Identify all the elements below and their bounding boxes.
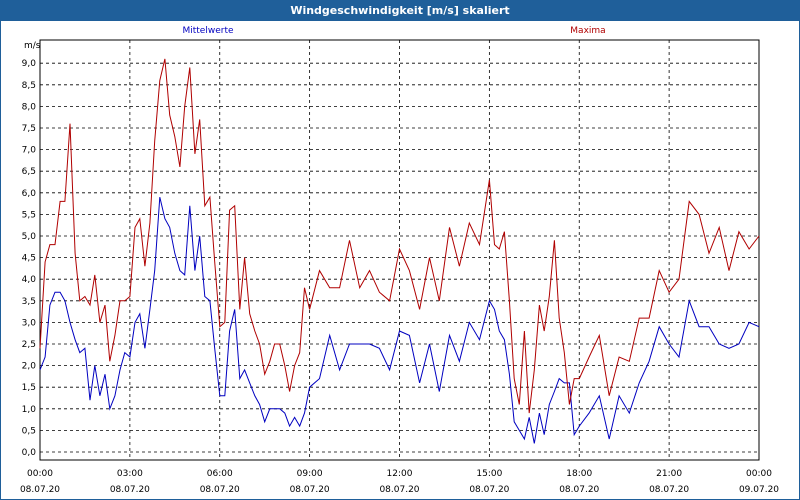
y-axis: 0,0 0,5 1,0 1,5 2,0 2,5 3,0 3,5 4,0 4,5 5,0 5,5 6,0 6… (22, 59, 37, 458)
x-tick-time: 15:00 (476, 469, 502, 479)
y-tick-label: 8,0 (22, 102, 37, 112)
y-axis-label: m/s (24, 41, 41, 51)
y-tick-label: 5,5 (22, 210, 36, 220)
y-tick-label: 1,0 (22, 405, 37, 415)
y-tick-label: 0,0 (22, 448, 37, 458)
x-tick-date: 08.07.20 (290, 485, 330, 495)
x-tick-time: 00:00 (27, 469, 53, 479)
chart-title: Windgeschwindigkeit [m/s] skaliert (1, 1, 799, 21)
y-tick-label: 5,0 (22, 232, 37, 242)
x-tick-date: 08.07.20 (110, 485, 150, 495)
x-tick-date: 08.07.20 (379, 485, 419, 495)
y-tick-label: 6,0 (22, 189, 37, 199)
y-tick-label: 6,5 (22, 167, 36, 177)
x-tick-time: 00:00 (746, 469, 772, 479)
y-tick-label: 9,0 (22, 59, 37, 69)
y-tick-label: 0,5 (22, 426, 36, 436)
series-lines (39, 58, 760, 444)
x-tick-date: 08.07.20 (649, 485, 689, 495)
y-tick-label: 3,5 (22, 297, 36, 307)
y-tick-label: 2,5 (22, 340, 36, 350)
x-tick-date: 08.07.20 (559, 485, 599, 495)
legend-mittelwerte: Mittelwerte (182, 26, 233, 36)
y-tick-label: 3,0 (22, 318, 37, 328)
x-tick-time: 21:00 (656, 469, 682, 479)
x-tick-time: 18:00 (566, 469, 592, 479)
y-tick-label: 4,0 (22, 275, 37, 285)
y-tick-label: 7,5 (22, 124, 36, 134)
x-tick-date: 08.07.20 (20, 485, 60, 495)
y-tick-label: 1,5 (22, 383, 36, 393)
x-tick-time: 12:00 (387, 469, 413, 479)
series-line-maxima (39, 58, 760, 414)
x-axis: 00:00 08.07.20 03:00 08.07.20 06:00 08.07.20 0… (20, 469, 779, 495)
x-tick-date: 08.07.20 (469, 485, 509, 495)
x-tick-date: 08.07.20 (200, 485, 240, 495)
series-line-mittelwerte (39, 196, 760, 444)
y-tick-label: 2,0 (22, 362, 37, 372)
x-tick-time: 03:00 (117, 469, 143, 479)
grid-lines (40, 40, 759, 460)
x-tick-time: 09:00 (297, 469, 323, 479)
y-tick-label: 7,0 (22, 146, 37, 156)
y-tick-label: 8,5 (22, 81, 36, 91)
y-tick-label: 4,5 (22, 254, 36, 264)
legend-maxima: Maxima (570, 26, 605, 36)
x-tick-date: 09.07.20 (739, 485, 779, 495)
x-tick-time: 06:00 (207, 469, 233, 479)
